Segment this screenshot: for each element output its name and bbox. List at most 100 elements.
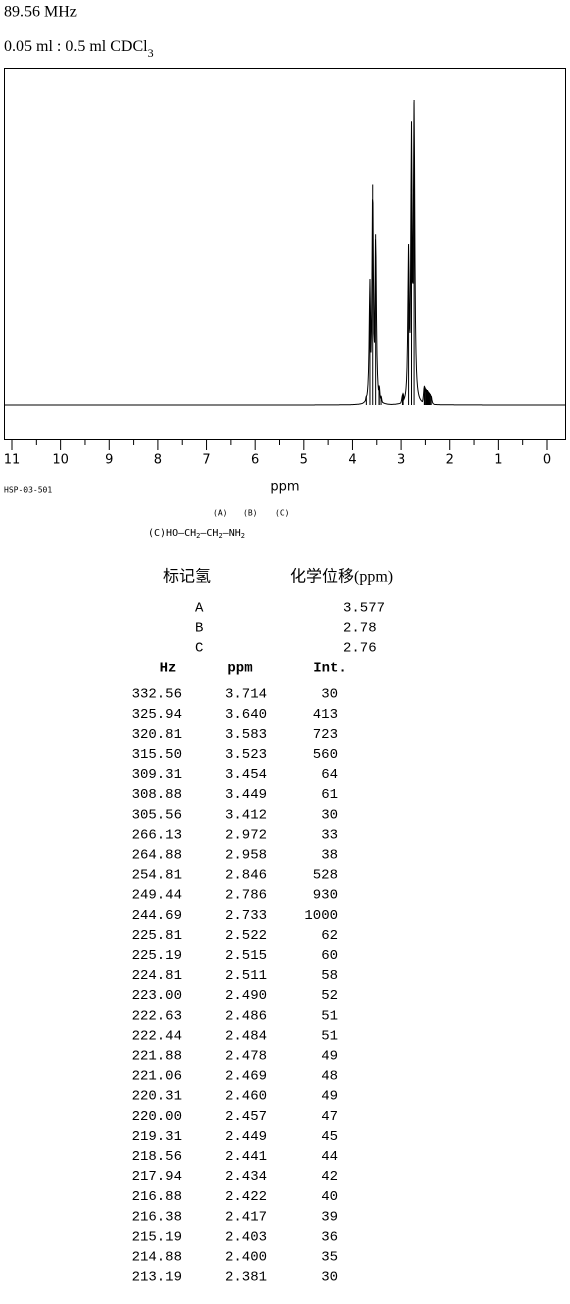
cell: 51 (321, 1008, 338, 1024)
cell: 2.786 (225, 888, 267, 904)
x-tick-label: 0 (543, 453, 551, 468)
x-tick-label: 11 (4, 453, 21, 468)
cell: 218.56 (132, 1149, 182, 1165)
cell: 2.441 (225, 1149, 267, 1165)
cell: 249.44 (132, 888, 182, 904)
subscript: 2 (218, 532, 222, 540)
cell: 219.31 (132, 1129, 182, 1145)
cell: 40 (321, 1189, 338, 1205)
cell: 49 (321, 1049, 338, 1065)
plot: 11 10 9 8 7 6 5 4 3 2 1 0 (4, 100, 565, 468)
cell: 2.846 (225, 868, 267, 884)
cell: 60 (321, 948, 338, 964)
cell: 254.81 (132, 868, 182, 884)
cell: 225.81 (132, 928, 182, 944)
sample: 0.05 ml : 0.5 ml CDCl3 (4, 38, 154, 60)
spectrum-code: HSP-03-501 (4, 486, 52, 495)
cell: 3.412 (225, 807, 267, 823)
header-cell: Int. (313, 661, 347, 677)
cell: 2.460 (225, 1089, 267, 1105)
assignment-table: 标记氢 化学位移(ppm) A 3.577 B 2.78 C 2.76 (163, 568, 393, 657)
cell: 3.583 (225, 727, 267, 743)
shift-cell: 2.78 (343, 621, 377, 637)
cell: 213.19 (132, 1270, 182, 1286)
cell: 3.640 (225, 707, 267, 723)
cell: 36 (321, 1229, 338, 1245)
cell: 215.19 (132, 1229, 182, 1245)
cell: 244.69 (132, 908, 182, 924)
cell: 2.381 (225, 1270, 267, 1286)
spectrum-envelope (5, 102, 565, 406)
cell: 2.400 (225, 1250, 267, 1266)
cell: 3.454 (225, 767, 267, 783)
cell: 3.714 (225, 687, 267, 703)
cell: 223.00 (132, 988, 182, 1004)
cell: 2.469 (225, 1069, 267, 1085)
group-label: (C) (275, 509, 289, 518)
x-tick-label: 9 (105, 453, 113, 468)
cell: 528 (313, 868, 338, 884)
x-tick-label: 2 (446, 453, 454, 468)
frequency: 89.56 MHz (4, 4, 77, 21)
cell: 222.44 (132, 1028, 182, 1044)
cell: 216.38 (132, 1209, 182, 1225)
cell: 64 (321, 767, 338, 783)
cell: 35 (321, 1250, 338, 1266)
cell: 560 (313, 747, 338, 763)
cell: 325.94 (132, 707, 182, 723)
label-cell: B (195, 621, 203, 637)
x-tick-label: 6 (251, 453, 259, 468)
cell: 2.422 (225, 1189, 267, 1205)
cell: 216.88 (132, 1189, 182, 1205)
cell: 39 (321, 1209, 338, 1225)
cell: 2.515 (225, 948, 267, 964)
label-cell: A (195, 601, 204, 617)
header-cell: 化学位移(ppm) (290, 568, 393, 586)
cell: 930 (313, 888, 338, 904)
peak-table: Hz ppm Int. 332.56 3.714 30 325.94 3.640 413 320.… (132, 661, 347, 1286)
x-tick-label: 10 (52, 453, 69, 468)
cell: 2.511 (225, 968, 267, 984)
cell: 2.522 (225, 928, 267, 944)
formula-part: (C)HO—CH (148, 528, 196, 539)
cell: 2.490 (225, 988, 267, 1004)
cell: 30 (321, 687, 338, 703)
cell: 723 (313, 727, 338, 743)
plot-frame (4, 68, 566, 440)
cell: 2.733 (225, 908, 267, 924)
cell: 2.478 (225, 1049, 267, 1065)
cell: 1000 (304, 908, 338, 924)
cell: 30 (321, 807, 338, 823)
cell: 309.31 (132, 767, 182, 783)
cell: 214.88 (132, 1250, 182, 1266)
cell: 38 (321, 848, 338, 864)
formula-part: —CH (200, 528, 218, 539)
cell: 224.81 (132, 968, 182, 984)
cell: 2.449 (225, 1129, 267, 1145)
formula: (C)HO—CH2—CH2—NH2 (148, 528, 245, 540)
cell: 48 (321, 1069, 338, 1085)
cell: 308.88 (132, 787, 182, 803)
formula-part: —NH (223, 528, 241, 539)
cell: 2.417 (225, 1209, 267, 1225)
cell: 42 (321, 1169, 338, 1185)
cell: 221.06 (132, 1069, 182, 1085)
cell: 33 (321, 827, 338, 843)
cell: 264.88 (132, 848, 182, 864)
cell: 2.972 (225, 827, 267, 843)
cell: 220.31 (132, 1089, 182, 1105)
x-tick-label: 5 (300, 453, 308, 468)
cell: 44 (321, 1149, 338, 1165)
cell: 221.88 (132, 1049, 182, 1065)
cell: 320.81 (132, 727, 182, 743)
cell: 3.523 (225, 747, 267, 763)
cell: 47 (321, 1109, 338, 1125)
x-tick-label: 7 (202, 453, 210, 468)
x-axis-label: ppm (270, 480, 299, 495)
cell: 217.94 (132, 1169, 182, 1185)
cell: 266.13 (132, 827, 182, 843)
cell: 222.63 (132, 1008, 182, 1024)
sample-text: 0.05 ml : 0.5 ml CDCl (4, 38, 148, 55)
cell: 2.486 (225, 1008, 267, 1024)
